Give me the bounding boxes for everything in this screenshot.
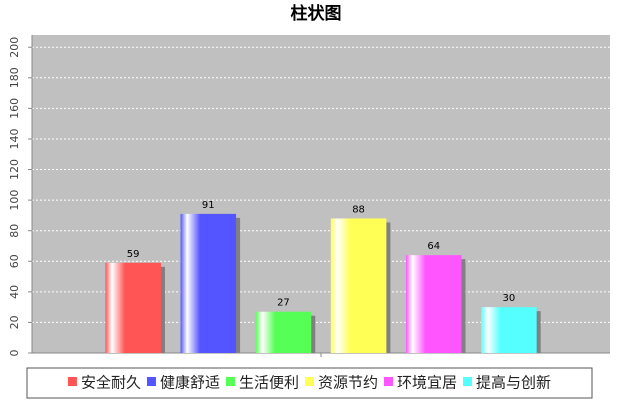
bar: [105, 262, 161, 353]
y-tick-label: 80: [8, 224, 21, 238]
bar: [330, 218, 387, 353]
y-tick-label: 180: [8, 67, 21, 88]
legend-label: 健康舒适: [160, 374, 220, 392]
value-label: 64: [427, 241, 440, 252]
y-tick-label: 160: [8, 98, 21, 119]
y-tick-label: 100: [8, 190, 21, 211]
value-label: 30: [502, 293, 515, 304]
value-label: 27: [277, 298, 290, 309]
legend-swatch: [225, 377, 235, 386]
bar: [255, 311, 312, 353]
legend-swatch: [146, 377, 156, 386]
value-label: 91: [202, 200, 215, 211]
legend-swatch: [384, 377, 394, 386]
value-label: 88: [352, 204, 365, 215]
y-tick-label: 40: [8, 285, 21, 299]
legend-label: 提高与创新: [476, 374, 551, 392]
y-tick-label: 60: [8, 254, 21, 268]
legend-label: 生活便利: [239, 374, 299, 392]
y-tick-label: 200: [8, 37, 21, 58]
legend-label: 资源节约: [318, 374, 378, 392]
y-tick-label: 120: [8, 159, 21, 180]
legend-label: 安全耐久: [81, 374, 141, 392]
legend-swatch: [463, 377, 473, 386]
chart-title: 柱状图: [291, 3, 342, 24]
bar: [180, 213, 237, 353]
y-tick-label: 140: [8, 128, 21, 149]
y-tick-label: 20: [8, 315, 21, 329]
legend-swatch: [305, 377, 314, 386]
value-label: 59: [127, 249, 140, 260]
bar: [405, 255, 462, 353]
y-tick-label: 0: [8, 350, 21, 357]
legend-swatch: [67, 377, 77, 386]
legend-label: 环境宜居: [397, 374, 457, 392]
bar: [481, 307, 537, 353]
